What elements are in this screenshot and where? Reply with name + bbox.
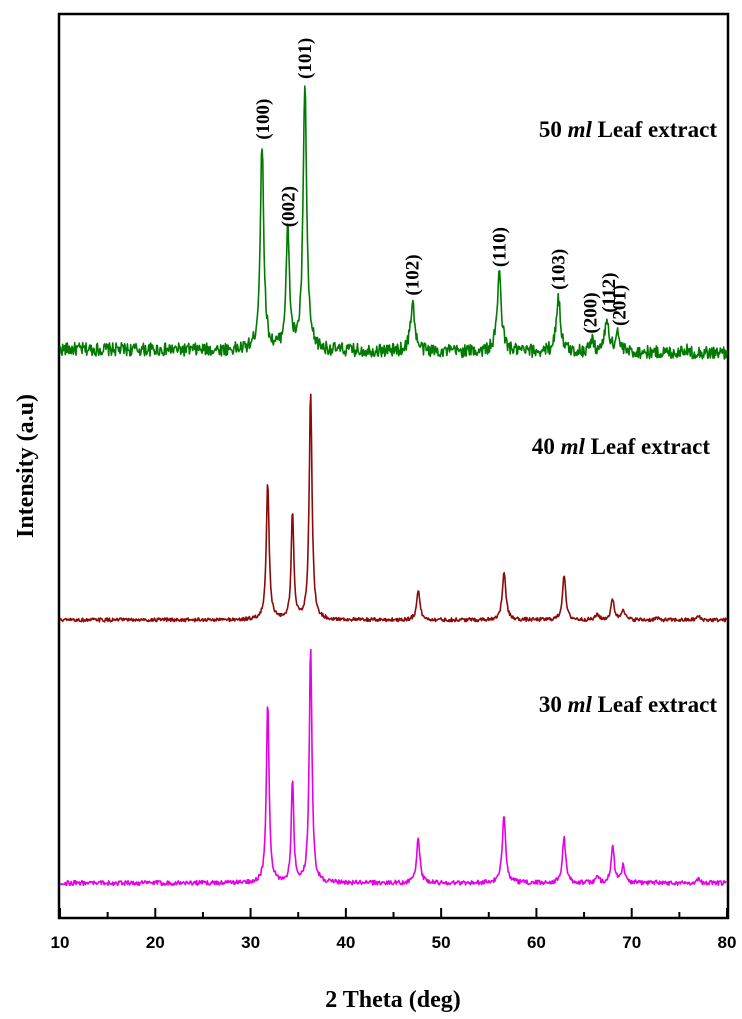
- series-line-50ml: [59, 85, 728, 360]
- series-label-40ml: 40 ml Leaf extract: [532, 434, 711, 459]
- x-tick-label: 60: [527, 933, 546, 952]
- series-lines: [59, 85, 728, 887]
- x-axis-tick-labels: 10 20 30 40 50 60 70 80: [51, 933, 737, 952]
- x-tick-label: 70: [622, 933, 641, 952]
- series-label-30ml: 30 ml Leaf extract: [539, 692, 718, 717]
- y-axis-title: Intensity (a.u): [13, 394, 39, 538]
- x-tick-label: 10: [51, 933, 70, 952]
- x-tick-label: 20: [146, 933, 165, 952]
- peak-labels: (100) (002) (101) (102) (110) (103) (200)(112)…: [253, 38, 630, 334]
- x-tick-label: 40: [336, 933, 355, 952]
- x-tick-label: 30: [241, 933, 260, 952]
- series-line-30ml: [59, 648, 728, 887]
- peak-label: (201): [609, 285, 630, 326]
- peak-label: (200): [581, 292, 602, 333]
- series-label-50ml: 50 ml Leaf extract: [539, 117, 718, 142]
- x-axis-title: 2 Theta (deg): [325, 987, 461, 1013]
- peak-label: (112): [599, 273, 620, 313]
- peak-label: (100): [253, 99, 274, 140]
- x-tick-label: 50: [432, 933, 451, 952]
- peak-label: (102): [403, 254, 424, 295]
- x-tick-label: 80: [718, 933, 737, 952]
- plot-frame: [57, 12, 730, 920]
- peak-label: (002): [279, 186, 300, 227]
- series-labels: 50 ml Leaf extract 40 ml Leaf extract 30 m…: [532, 117, 718, 717]
- x-axis-ticks: [59, 908, 728, 917]
- series-line-40ml: [59, 393, 728, 623]
- peak-label: (103): [548, 249, 569, 290]
- peak-label: (110): [489, 227, 510, 267]
- peak-label: (101): [295, 38, 316, 79]
